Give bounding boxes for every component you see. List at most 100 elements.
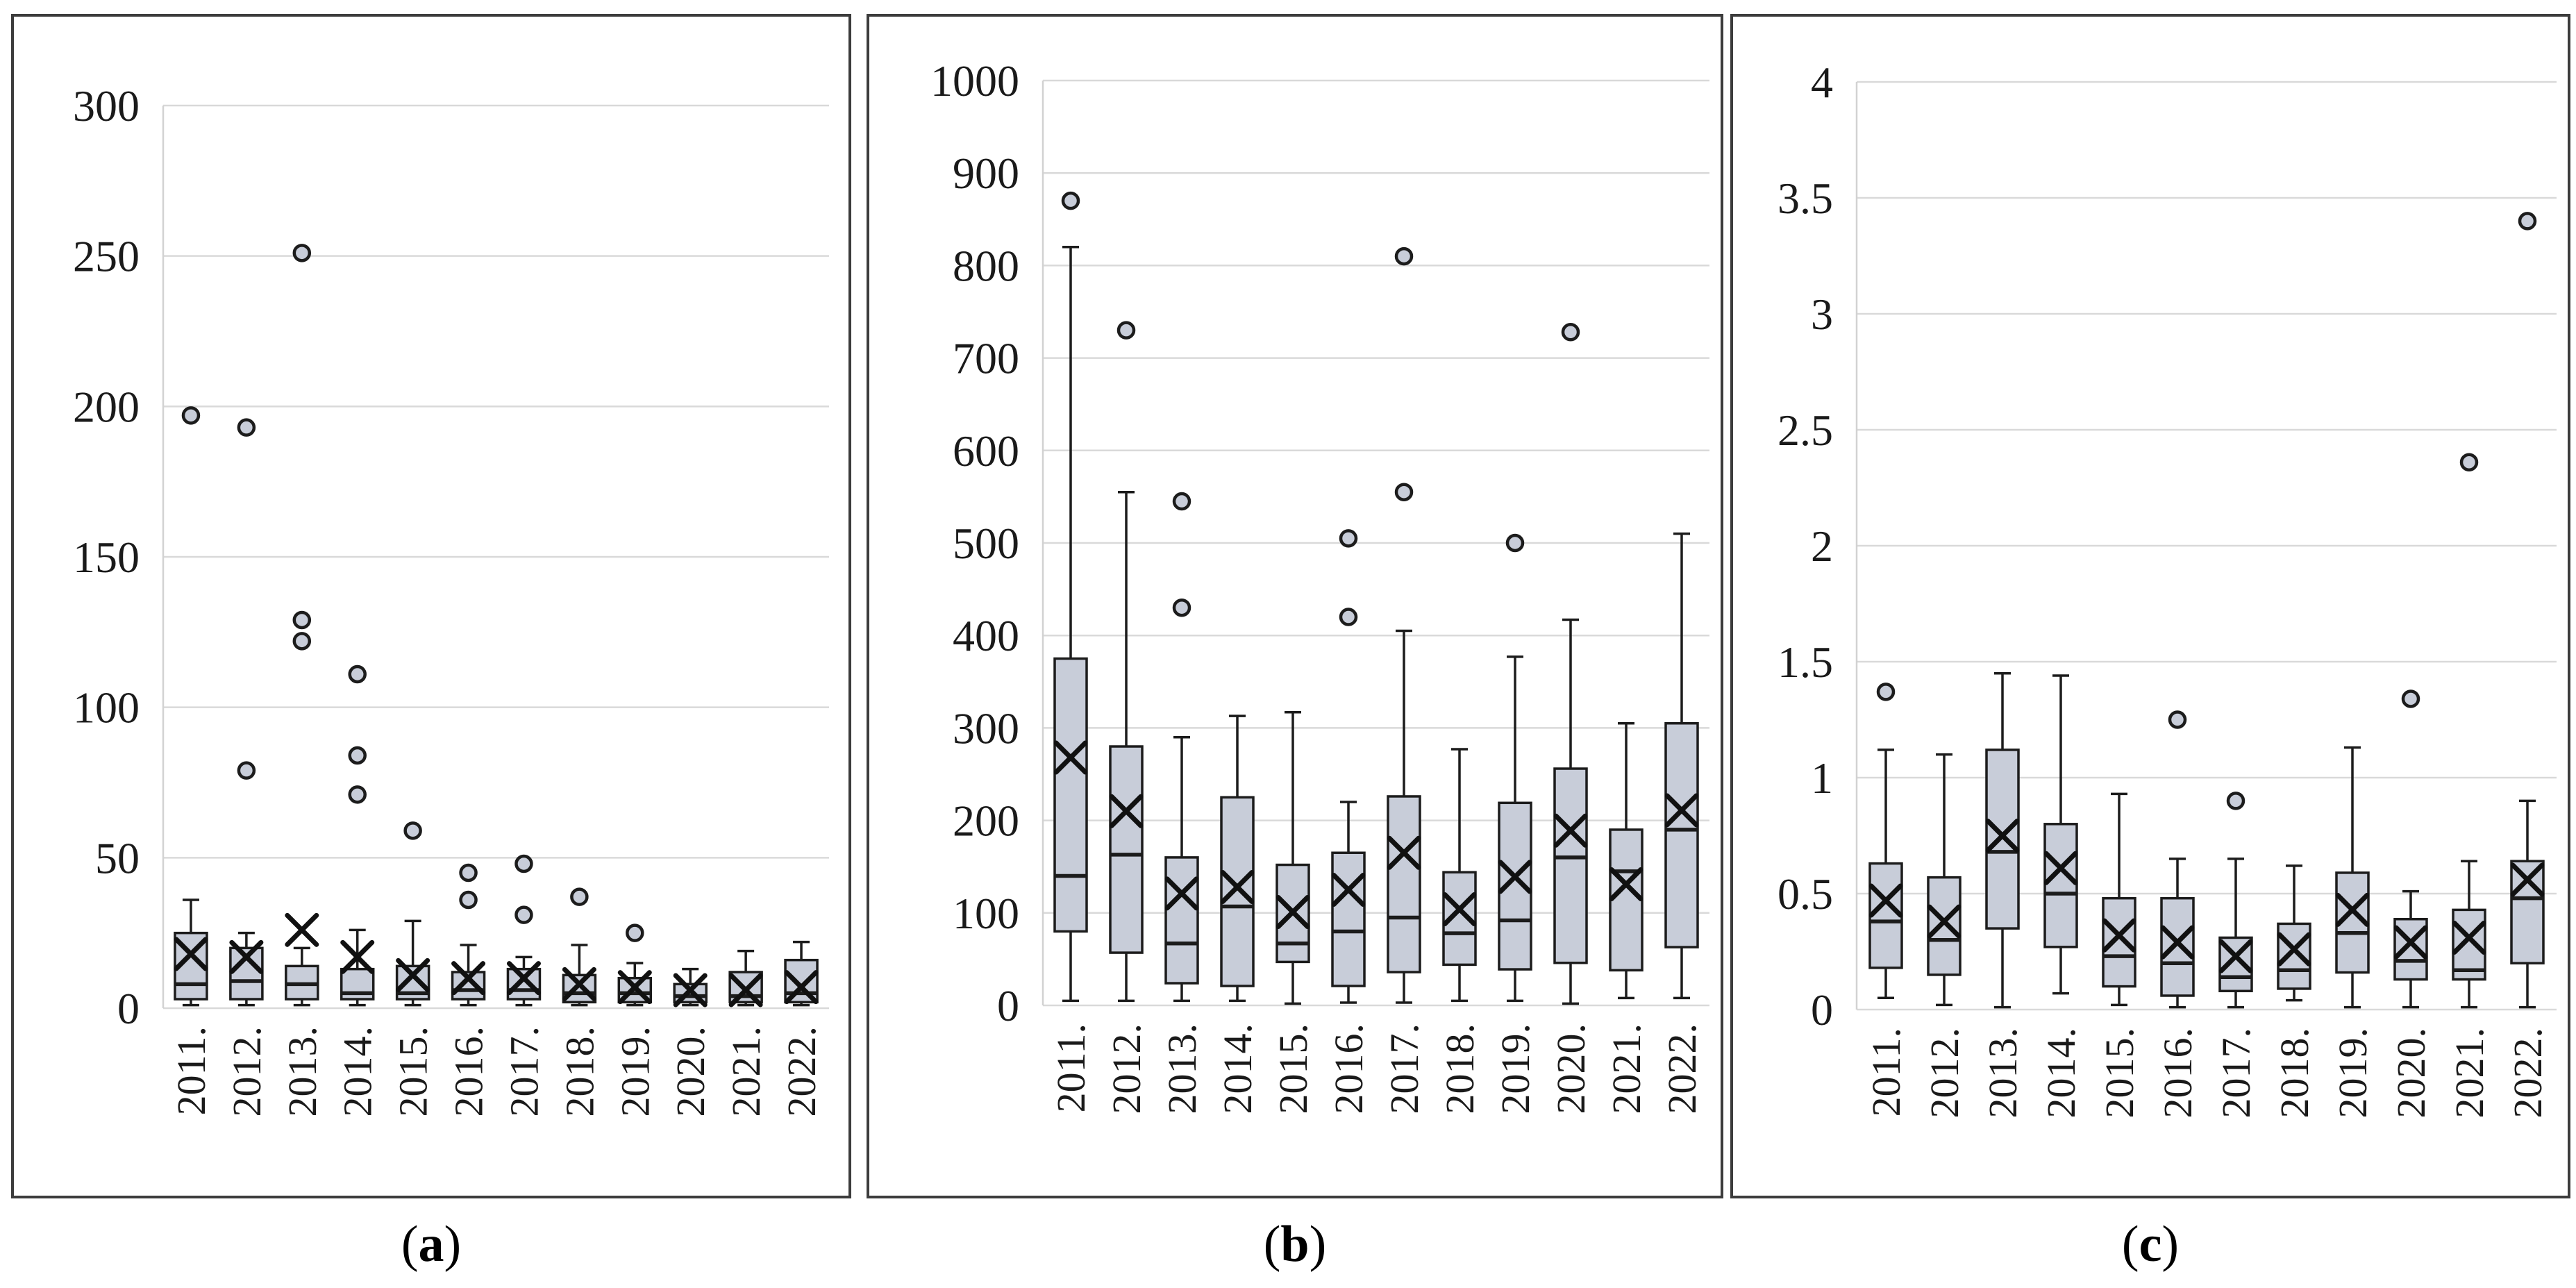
boxplot-panel-b: 0 100 200 300 400 500 600 700 800 900 1000 2011. 201… [867, 14, 1723, 1198]
outlier-point [237, 761, 256, 780]
y-axis-tick-label: 1000 [930, 56, 1019, 106]
x-axis-tick-label: 2022. [1659, 1023, 1705, 1114]
x-axis-tick-label: 2017. [2214, 1028, 2259, 1119]
y-axis-tick-label: 200 [953, 796, 1019, 846]
outlier-point [292, 244, 312, 262]
mean-x-marker [285, 912, 319, 947]
iqr-box [506, 967, 542, 1001]
mean-x-marker [340, 939, 375, 974]
outlier-point [1876, 683, 1896, 701]
caption-c-close-paren: ) [2161, 1216, 2180, 1273]
mean-x-marker [2510, 862, 2545, 897]
boxplot-chart-c: 0 0.5 1 1.5 2 2.5 3 3.5 4 2011. 2012. 2013. 2014. 201… [1778, 58, 2557, 1119]
mean-x-marker [1442, 892, 1477, 926]
y-axis-tick-label: 300 [953, 703, 1019, 753]
outlier-point [1394, 246, 1414, 266]
iqr-box [2452, 908, 2486, 981]
x-axis-tick-label: 2017. [501, 1026, 546, 1117]
outlier-point [1561, 323, 1580, 342]
boxplot-2021 [2452, 453, 2486, 1009]
x-axis-tick-label: 2018. [2272, 1028, 2317, 1119]
outlier-point [2168, 710, 2187, 729]
outlier-point [1172, 598, 1191, 617]
outlier-point [348, 664, 367, 684]
mean-x-marker [2452, 920, 2486, 955]
boxplot-2022 [784, 940, 819, 1007]
x-axis-tick-label: 2015. [1271, 1023, 1316, 1114]
outlier-point [348, 785, 367, 804]
caption-a-letter: a [418, 1216, 444, 1273]
iqr-box [1109, 745, 1144, 954]
x-axis-tick-label: 2022. [779, 1026, 824, 1117]
boxplot-2020 [1553, 323, 1588, 1005]
x-axis-tick-label: 2021. [724, 1026, 769, 1117]
x-axis-tick-label: 2012. [1922, 1028, 1967, 1119]
y-axis-tick-label: 250 [73, 232, 140, 281]
mean-x-marker [2160, 925, 2195, 960]
y-axis-tick-label: 0 [1811, 985, 1833, 1035]
x-axis-tick-label: 2014. [1215, 1023, 1260, 1114]
y-axis-tick-label: 800 [953, 241, 1019, 290]
outlier-point [2401, 689, 2420, 708]
mean-x-marker [2102, 918, 2136, 953]
outlier-point [2459, 453, 2479, 472]
y-axis-tick-label: 4 [1811, 58, 1833, 107]
boxplot-2022 [1664, 532, 1699, 1000]
boxplot-2016 [1331, 529, 1366, 1004]
outlier-point [348, 746, 367, 765]
x-axis-tick-label: 2019. [1493, 1023, 1538, 1114]
iqr-box [1387, 795, 1421, 973]
panel-c-caption: (c) [1730, 1210, 2570, 1279]
outlier-point [1061, 191, 1080, 210]
mean-x-marker [506, 961, 541, 996]
outlier-point [515, 905, 533, 924]
boxplot-2013 [1164, 492, 1199, 1003]
mean-x-marker [1609, 867, 1644, 902]
iqr-box [1927, 876, 1962, 976]
mean-x-marker [1053, 740, 1088, 775]
boxplot-2016 [2160, 710, 2195, 1009]
x-axis-tick-label: 2011. [1048, 1023, 1094, 1112]
iqr-box [1053, 657, 1088, 933]
boxplot-2014 [340, 664, 375, 1007]
outlier-point [237, 418, 256, 437]
mean-x-marker [229, 939, 264, 974]
boxplot-2011 [1868, 683, 1903, 1000]
outlier-point [2518, 212, 2537, 231]
mean-x-marker [2335, 892, 2370, 927]
boxplot-2012 [1927, 753, 1962, 1007]
iqr-box [1868, 862, 1903, 969]
mean-x-marker [1985, 819, 2020, 853]
iqr-box [1664, 721, 1699, 948]
mean-x-marker [1109, 794, 1144, 828]
x-axis-tick-label: 2019. [2330, 1028, 2375, 1119]
iqr-box [1609, 828, 1644, 972]
x-axis-tick-label: 2021. [1604, 1023, 1649, 1114]
boxplot-2019 [1498, 533, 1532, 1003]
iqr-box [2102, 896, 2136, 988]
mean-x-marker [617, 970, 652, 1005]
boxplot-2020 [673, 967, 708, 1007]
outlier-point [292, 632, 312, 651]
y-axis-tick-label: 100 [953, 889, 1019, 938]
caption-a-open-paren: ( [401, 1216, 419, 1273]
y-axis-tick-label: 100 [73, 683, 140, 733]
boxplot-2018 [2277, 864, 2311, 1002]
boxplot-2011 [174, 406, 208, 1007]
x-axis-tick-label: 2018. [1437, 1023, 1482, 1114]
boxplot-2014 [2043, 674, 2078, 995]
x-axis-tick-label: 2020. [668, 1026, 713, 1117]
x-axis-tick-label: 2016. [446, 1026, 492, 1117]
y-axis-tick-label: 3.5 [1778, 174, 1833, 223]
boxplot-panel-c: 0 0.5 1 1.5 2 2.5 3 3.5 4 2011. 2012. 2013. 2014. 201… [1730, 14, 2570, 1198]
outlier-point [181, 406, 201, 425]
caption-c-letter: c [2139, 1216, 2162, 1273]
y-axis-tick-label: 0.5 [1778, 869, 1833, 919]
panel-a-caption: (a) [11, 1210, 851, 1279]
iqr-box [1220, 796, 1255, 987]
boxplot-2017 [1387, 246, 1421, 1004]
mean-x-marker [396, 957, 430, 992]
x-axis-tick-label: 2012. [1104, 1023, 1149, 1114]
